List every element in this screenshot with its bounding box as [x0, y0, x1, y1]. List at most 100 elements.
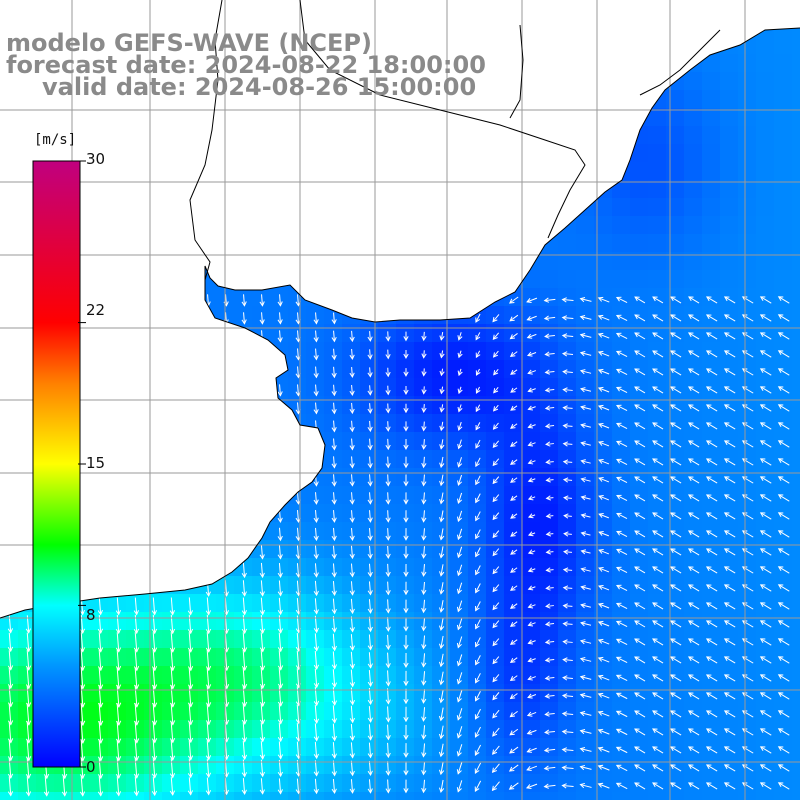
wind-arrow — [687, 368, 700, 376]
wind-arrow — [598, 531, 610, 537]
speed-cell — [270, 612, 289, 631]
speed-cell — [0, 630, 19, 649]
speed-cell — [702, 198, 721, 217]
speed-cell — [702, 252, 721, 271]
wind-arrow — [723, 584, 736, 592]
speed-cell — [558, 288, 577, 307]
speed-cell — [738, 252, 757, 271]
speed-cell — [396, 774, 415, 793]
speed-cell — [522, 576, 541, 595]
wind-arrow — [723, 728, 736, 736]
wind-arrow — [777, 602, 790, 610]
wind-arrow — [670, 386, 682, 394]
border-line — [509, 24, 524, 119]
wind-arrow — [652, 296, 664, 304]
speed-cell — [666, 252, 685, 271]
speed-cell — [558, 234, 577, 253]
wind-arrow — [759, 386, 772, 394]
speed-cell — [576, 504, 595, 523]
speed-cell — [360, 342, 379, 361]
wind-arrow — [597, 728, 610, 735]
speed-cell — [558, 648, 577, 667]
wind-arrow — [457, 332, 463, 341]
speed-cell — [774, 234, 793, 253]
speed-cell — [666, 90, 685, 109]
wind-arrow — [475, 457, 481, 468]
wind-arrow — [367, 652, 373, 669]
speed-cell — [144, 666, 163, 685]
speed-cell — [450, 666, 469, 685]
wind-arrow — [493, 404, 499, 412]
wind-arrow — [579, 675, 592, 681]
speed-cell — [198, 612, 217, 631]
wind-arrow — [777, 350, 790, 358]
speed-cell — [468, 720, 487, 739]
wind-arrow — [777, 710, 790, 718]
wind-arrow — [277, 509, 283, 524]
wind-arrow — [456, 672, 463, 685]
speed-cell — [162, 702, 181, 721]
wind-arrow — [705, 728, 718, 736]
wind-arrow — [652, 368, 664, 376]
wind-arrow — [597, 656, 610, 663]
wind-arrow — [205, 722, 212, 743]
wind-arrow — [367, 331, 373, 342]
speed-cell — [576, 738, 595, 757]
speed-cell — [468, 648, 487, 667]
wind-arrow — [508, 764, 519, 772]
speed-cell — [90, 720, 109, 739]
wind-arrow — [7, 758, 14, 779]
wind-arrow — [97, 776, 104, 797]
speed-cell — [558, 432, 577, 451]
wind-arrow — [508, 782, 519, 790]
speed-cell — [414, 774, 433, 793]
wind-arrow — [313, 598, 319, 615]
wind-arrow — [616, 584, 628, 592]
speed-cell — [18, 630, 37, 649]
wind-arrow — [385, 474, 391, 487]
wind-arrow — [652, 764, 664, 772]
speed-cell — [270, 792, 289, 800]
speed-cell — [18, 792, 37, 800]
wind-arrow — [169, 721, 176, 744]
speed-cell — [252, 558, 271, 577]
wind-arrow — [545, 549, 554, 555]
speed-cell — [432, 396, 451, 415]
speed-cell — [270, 666, 289, 685]
wind-arrow — [510, 405, 518, 411]
wind-arrow — [331, 742, 337, 759]
speed-cell — [414, 378, 433, 397]
speed-cell — [738, 126, 757, 145]
speed-cell — [450, 396, 469, 415]
wind-arrow — [687, 476, 700, 484]
wind-arrow — [277, 312, 283, 325]
speed-cell — [486, 432, 505, 451]
speed-cell — [576, 756, 595, 775]
wind-arrow — [205, 740, 212, 761]
speed-cell — [504, 486, 523, 505]
speed-cell — [432, 684, 451, 703]
wind-arrow — [652, 602, 664, 610]
wind-arrow — [670, 296, 682, 304]
wind-arrow — [562, 639, 573, 645]
speed-cell — [306, 684, 325, 703]
wind-arrow — [723, 296, 736, 304]
wind-arrow — [670, 656, 682, 664]
wind-arrow — [509, 621, 518, 627]
speed-cell — [270, 720, 289, 739]
wind-arrow — [456, 762, 463, 775]
speed-cell — [288, 666, 307, 685]
speed-cell — [774, 216, 793, 235]
speed-cell — [0, 666, 19, 685]
speed-cell — [738, 270, 757, 289]
wind-arrow — [615, 692, 628, 700]
wind-arrow — [438, 779, 445, 794]
wind-arrow — [652, 548, 664, 556]
wind-arrow — [723, 458, 736, 466]
speed-cell — [432, 738, 451, 757]
wind-arrow — [723, 674, 736, 682]
wind-arrow — [723, 746, 736, 754]
wind-arrow — [670, 692, 682, 700]
speed-cell — [342, 612, 361, 631]
wind-arrow — [597, 602, 610, 609]
